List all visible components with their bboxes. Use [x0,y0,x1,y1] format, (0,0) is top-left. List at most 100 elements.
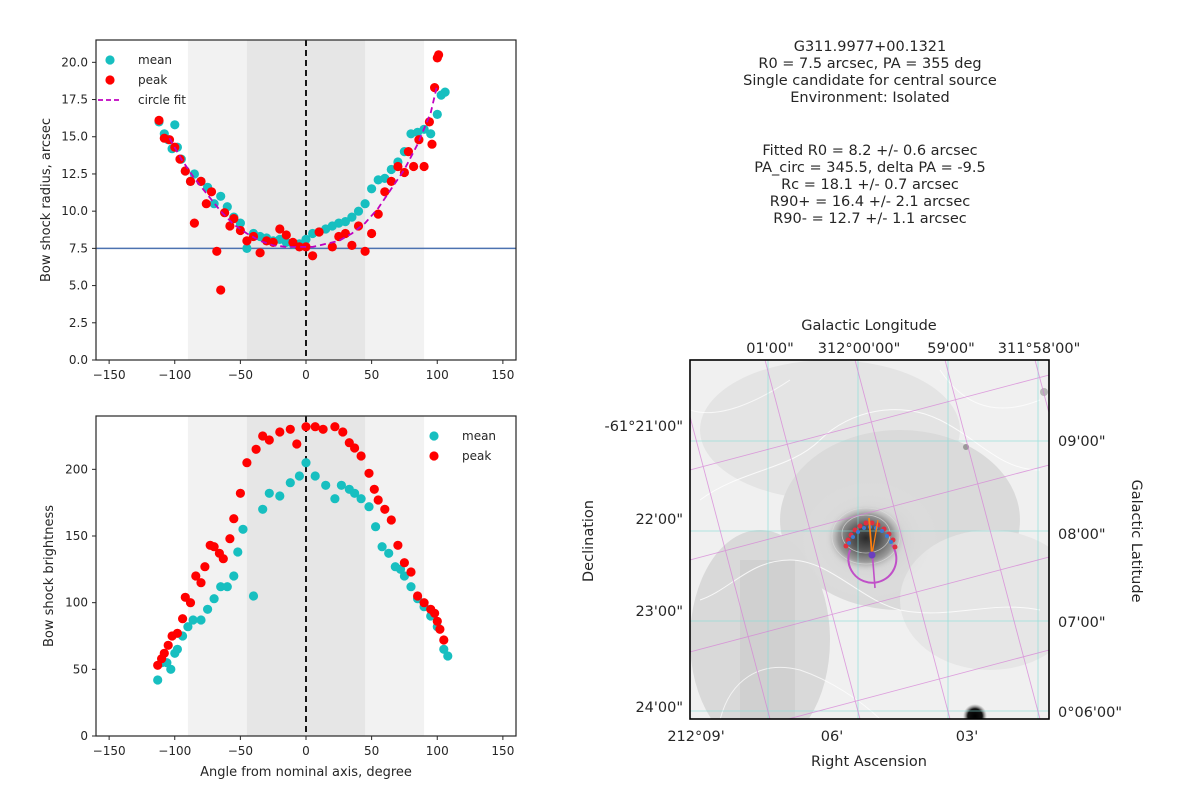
radius-y-tick-label: 5.0 [69,279,88,293]
radius-peak-point [229,214,239,224]
radius-y-tick-label: 7.5 [69,241,88,255]
radius-legend-label: circle fit [138,93,186,107]
brightness-peak-point [338,427,348,437]
brightness-mean-point [203,604,213,614]
source-name: G311.9977+00.1321 [793,39,947,55]
brightness-mean-point [196,615,206,625]
brightness-peak-point [364,468,374,478]
fitted-r0: Fitted R0 = 8.2 +/- 0.6 arcsec [762,143,978,159]
r90-minus: R90- = 12.7 +/- 1.1 arcsec [773,211,967,227]
contour-line [699,559,1041,614]
radius-peak-point [288,237,298,247]
brightness-peak-point [196,578,206,588]
radius-x-tick-label: 100 [426,368,449,382]
radius-peak-point [430,83,440,93]
radius-peak-point [201,199,211,209]
brightness-peak-point [191,571,201,581]
radius-circle-fit-line [168,84,439,248]
brightness-mean-point [183,622,193,632]
radius-peak-point [154,115,164,125]
brightness-peak-point [373,495,383,505]
contour-line [690,379,791,414]
radius-mean-point [235,218,245,228]
radius-peak-point [386,176,396,186]
brightness-mean-point [406,582,416,592]
brightness-mean-point [350,488,360,498]
brightness-chart: Bow shock brightness Angle from nominal … [42,415,517,780]
sky-map-frame [689,359,1050,720]
brightness-x-tick-label: −150 [93,744,126,758]
brightness-peak-point [430,608,440,618]
radius-legend-mean-swatch [105,55,115,65]
source-info-block: G311.9977+00.1321 R0 = 7.5 arcsec, PA = … [670,39,1070,107]
brightness-peak-point [251,444,261,454]
central-source [826,504,906,572]
brightness-mean-point [399,571,409,581]
radius-y-tick-label: 12.5 [61,167,88,181]
right-tick-label: 07'00" [1058,615,1106,631]
radius-x-tick-label: 50 [364,368,379,382]
radius-peak-point [353,221,364,231]
brightness-y-tick-label: 0 [80,729,88,743]
radius-y-tick-label: 0.0 [69,353,88,367]
brightness-peak-point [218,554,228,564]
radius-mean-point [170,120,180,130]
brightness-mean-point [153,675,163,685]
radius-mean-point [340,217,350,227]
radius-x-tick-label: 150 [491,368,514,382]
radius-legend-label: mean [138,53,172,67]
brightness-x-tick-label: −50 [228,744,253,758]
brightness-peak-point [264,435,274,445]
radius-peak-point [399,167,409,178]
radius-peak-point [220,208,230,218]
radius-mean-point [360,199,370,209]
right-tick-label: 09'00" [1058,434,1106,450]
contour-line [939,369,1041,409]
central-star-marker [868,551,876,559]
radius-peak-point [367,228,377,239]
radius-peak-point [180,166,190,176]
radius-peak-point [225,221,235,231]
right-ascension-label: Right Ascension [811,754,927,770]
radius-peak-point [427,139,437,149]
radius-y-axis-label: Bow shock radius, arcsec [39,118,54,282]
radius-legend-label: peak [138,73,167,87]
fit-results-block: Fitted R0 = 8.2 +/- 0.6 arcsec PA_circ =… [670,143,1070,228]
radius-chart: Bow shock radius, arcsec −150 −100 −50 0 50 1… [39,39,517,382]
bottom-tick-label: 212°09' [667,729,724,745]
left-tick-label: 22'00" [635,512,683,528]
radius-peak-point [212,246,222,256]
brightness-mean-point [258,504,268,514]
left-tick-label: 23'00" [635,604,683,620]
brightness-mean-point [285,478,295,488]
brightness-mean-point [216,582,226,592]
brightness-mean-point [172,644,182,654]
brightness-mean-point [238,524,248,534]
bottom-tick-label: 03' [956,729,978,745]
brightness-mean-point [275,491,285,501]
brightness-peak-point [413,591,423,601]
left-tick-label: -61°21'00" [605,419,684,435]
brightness-mean-point [264,488,274,498]
top-tick-label: 311°58'00" [998,341,1080,357]
brightness-peak-point [275,427,285,437]
brightness-peak-point [209,542,219,552]
brightness-x-tick-label: 0 [302,744,310,758]
radius-x-tick-label: 0 [302,368,310,382]
radius-peak-point [327,242,337,252]
radius-peak-point [175,154,185,164]
brightness-mean-point [188,615,198,625]
brightness-legend-label: peak [462,449,491,463]
contour-line [699,409,1041,501]
brightness-peak-point [406,567,416,577]
declination-label: Declination [581,500,597,582]
right-tick-label: 08'00" [1058,527,1106,543]
brightness-x-tick-label: 50 [364,744,379,758]
brightness-mean-point [310,471,320,481]
fitted-axis [871,519,879,556]
brightness-y-tick-label: 50 [73,662,88,676]
brightness-legend-peak-swatch [429,451,439,461]
radius-mean-point [432,109,442,119]
brightness-mean-point [294,471,304,481]
radius-mean-point [216,191,226,201]
